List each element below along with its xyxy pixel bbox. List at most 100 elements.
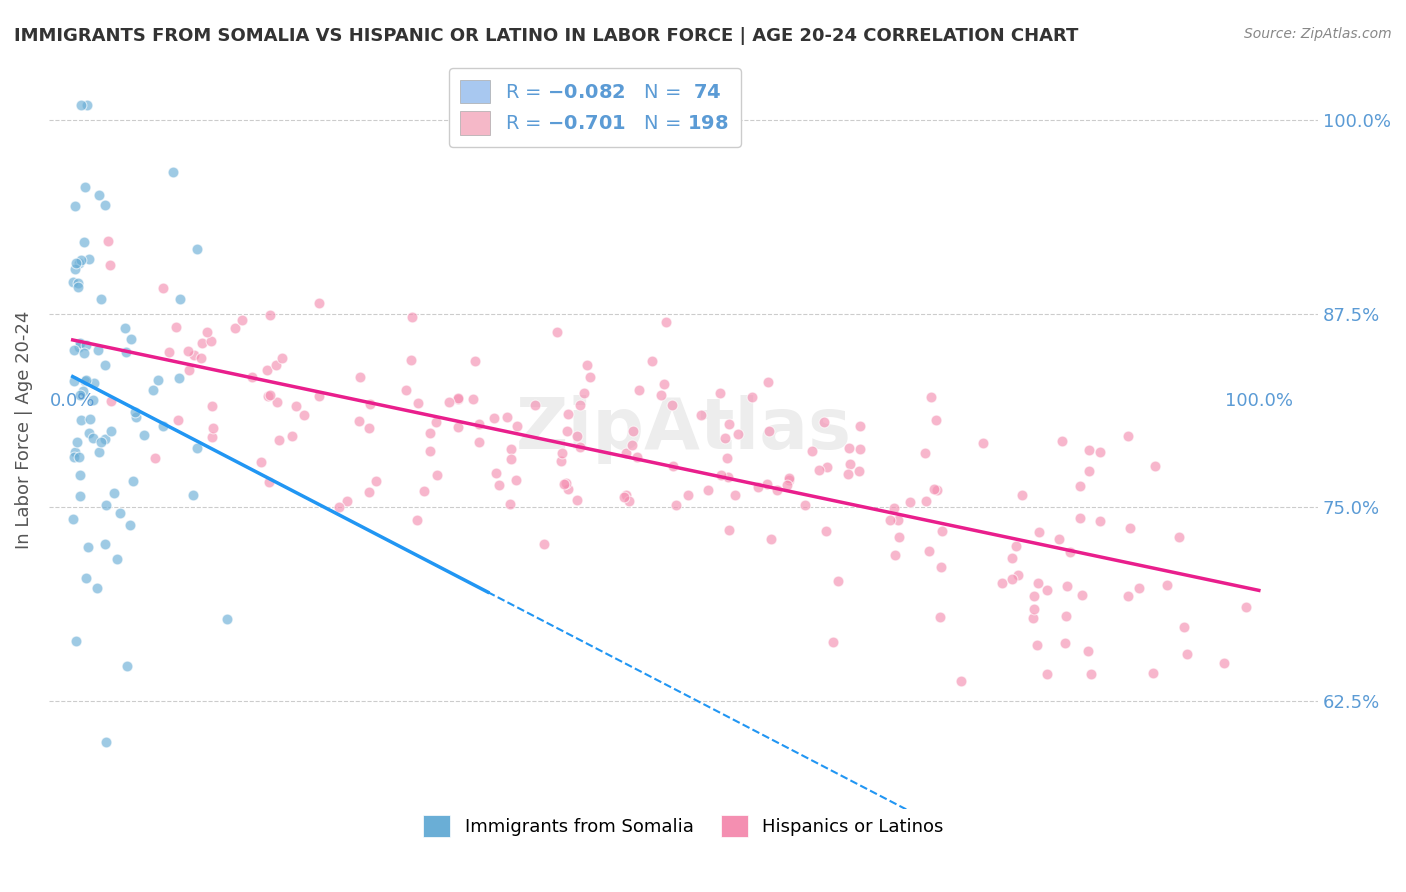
Point (69, 468, 91, 483)
Point (177, 363, 200, 377)
Point (77, 425, 100, 440)
Point (94, 498, 117, 512)
Point (100, 424, 122, 438)
Point (714, 431, 737, 445)
Point (69, 489, 91, 503)
Point (1005, 539, 1028, 553)
Point (741, 390, 763, 404)
Point (808, 463, 831, 477)
Point (914, 446, 936, 460)
Point (97, 234, 120, 248)
Point (468, 434, 491, 449)
Point (152, 280, 174, 294)
Point (62, 511, 84, 525)
Point (717, 523, 740, 537)
Point (157, 345, 180, 359)
Point (1116, 589, 1139, 603)
Point (467, 417, 489, 431)
Point (929, 609, 952, 624)
Point (1001, 551, 1024, 566)
Point (883, 501, 905, 516)
Point (555, 424, 578, 438)
Point (146, 373, 169, 387)
Point (285, 399, 308, 413)
Point (446, 392, 468, 407)
Point (1078, 464, 1101, 478)
Point (717, 417, 740, 432)
Point (617, 494, 640, 508)
Point (357, 421, 380, 435)
Point (67, 340, 90, 354)
Point (614, 488, 637, 502)
Point (280, 429, 302, 443)
Point (63, 374, 86, 388)
Point (1028, 525, 1050, 540)
Point (308, 389, 330, 403)
Point (724, 488, 747, 502)
Point (215, 612, 238, 626)
Point (395, 384, 418, 398)
Point (401, 353, 423, 368)
Point (565, 493, 588, 508)
Point (1156, 577, 1178, 591)
Point (557, 407, 579, 421)
Point (661, 398, 683, 412)
Point (364, 474, 387, 488)
Point (201, 430, 224, 444)
Point (181, 487, 204, 501)
Point (94, 358, 117, 372)
Point (569, 441, 592, 455)
Point (689, 408, 711, 422)
Point (484, 411, 506, 425)
Point (73, 180, 96, 194)
Point (83, 376, 105, 391)
Point (87, 343, 110, 357)
Point (125, 410, 148, 425)
Text: IMMIGRANTS FROM SOMALIA VS HISPANIC OR LATINO IN LABOR FORCE | AGE 20-24 CORRELA: IMMIGRANTS FROM SOMALIA VS HISPANIC OR L… (14, 27, 1078, 45)
Point (576, 358, 599, 372)
Point (499, 452, 522, 467)
Point (190, 336, 212, 351)
Point (1144, 459, 1167, 474)
Point (266, 395, 288, 409)
Point (328, 500, 350, 515)
Point (165, 319, 187, 334)
Point (578, 370, 600, 384)
Point (665, 499, 688, 513)
Point (73, 374, 96, 388)
Point (134, 427, 156, 442)
Point (335, 494, 357, 508)
Point (661, 458, 683, 473)
Point (1007, 567, 1029, 582)
Point (120, 518, 142, 533)
Point (439, 394, 461, 409)
Point (652, 377, 675, 392)
Point (124, 405, 146, 419)
Point (190, 351, 212, 366)
Point (98, 258, 121, 272)
Point (167, 370, 190, 384)
Point (1022, 590, 1045, 604)
Point (925, 483, 948, 497)
Point (308, 296, 330, 310)
Point (90, 292, 112, 306)
Point (1035, 667, 1057, 681)
Point (65, 198, 87, 212)
Point (70, 252, 93, 267)
Point (505, 473, 527, 487)
Point (200, 334, 222, 348)
Point (73, 235, 96, 250)
Point (69, 98, 91, 112)
Point (79, 412, 101, 426)
Point (569, 398, 592, 412)
Point (793, 498, 815, 512)
Point (256, 389, 278, 403)
Point (257, 475, 280, 489)
Point (924, 413, 946, 427)
Point (1173, 620, 1195, 634)
Text: 0.0%: 0.0% (51, 392, 96, 410)
Point (717, 469, 740, 483)
Point (67, 276, 90, 290)
Point (1011, 488, 1033, 502)
Point (1213, 656, 1236, 670)
